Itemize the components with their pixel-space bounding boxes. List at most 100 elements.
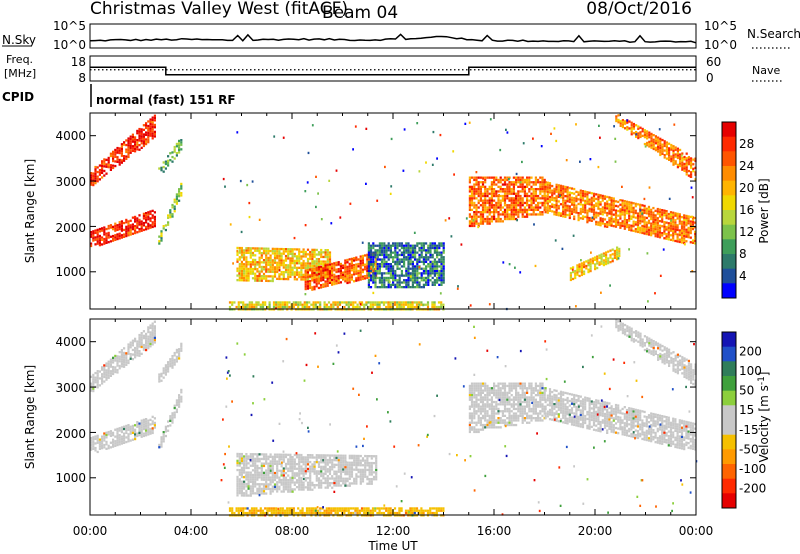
power-cell	[632, 213, 635, 216]
velocity-cell	[282, 458, 285, 461]
velocity-cell	[109, 430, 112, 433]
power-cell	[517, 215, 520, 218]
velocity-cell	[273, 458, 277, 461]
velocity-cell	[298, 472, 301, 475]
power-cell	[479, 211, 482, 214]
power-cell	[484, 220, 487, 223]
power-cell	[625, 225, 629, 229]
freq-panel: Freq. [MHz] 18 8 60 0 Nave CPID normal (…	[2, 53, 782, 107]
power-cell	[647, 215, 651, 218]
power-cell	[481, 208, 485, 211]
power-scatter-cell	[561, 247, 564, 250]
power-cell	[247, 270, 250, 273]
velocity-cell	[276, 476, 279, 479]
power-cell	[323, 301, 326, 304]
power-cell	[142, 224, 145, 227]
power-cell	[667, 229, 670, 232]
velocity-cell	[127, 343, 130, 346]
power-cell	[562, 189, 565, 193]
power-cell	[590, 192, 593, 195]
power-cell	[676, 233, 679, 236]
velocity-cell	[134, 346, 137, 350]
power-cell	[164, 224, 167, 227]
velocity-cell	[282, 460, 285, 463]
power-cell	[251, 261, 255, 264]
velocity-cell	[153, 339, 156, 342]
power-cell	[254, 258, 257, 262]
velocity-cell	[129, 425, 132, 428]
power-cell	[672, 145, 675, 148]
power-cell	[361, 257, 364, 260]
velocity-cell	[138, 338, 141, 341]
velocity-cell	[265, 457, 268, 461]
power-cell	[359, 264, 362, 267]
velocity-cell	[107, 372, 110, 375]
power-cell	[162, 227, 165, 230]
power-cell	[348, 281, 351, 284]
power-cell	[403, 258, 406, 261]
power-cell	[407, 269, 410, 273]
power-cell	[361, 275, 364, 278]
power-cell	[98, 173, 101, 176]
power-cell	[546, 193, 549, 196]
power-cell	[689, 215, 692, 219]
power-cell	[98, 164, 101, 167]
power-cell	[669, 213, 673, 216]
power-cell	[400, 251, 403, 254]
power-cell	[142, 128, 145, 131]
power-cell	[418, 283, 421, 286]
power-cell	[328, 265, 332, 268]
power-cell	[320, 248, 323, 252]
power-cell	[359, 278, 362, 281]
power-cell	[530, 194, 533, 198]
power-cell	[667, 235, 670, 239]
power-cell	[503, 183, 507, 186]
power-cell	[657, 141, 660, 144]
power-cell	[431, 272, 434, 275]
velocity-cell	[142, 423, 145, 426]
velocity-cell	[92, 447, 95, 450]
power-cell	[562, 210, 565, 213]
velocity-cell	[112, 368, 115, 371]
power-cell	[342, 264, 345, 267]
power-cell	[559, 193, 563, 197]
power-cell	[260, 270, 263, 273]
power-cell	[378, 301, 381, 304]
power-cell	[359, 271, 362, 274]
power-cell	[555, 190, 558, 193]
power-cell	[320, 253, 323, 256]
power-cell	[158, 167, 161, 170]
power-cell	[548, 209, 552, 212]
power-scatter-cell	[589, 158, 592, 161]
velocity-cell	[291, 481, 294, 484]
power-cell	[411, 246, 414, 250]
power-cell	[267, 275, 270, 278]
velocity-cell	[254, 464, 257, 467]
velocity-cell	[295, 456, 299, 459]
velocity-cell	[118, 360, 121, 363]
velocity-cell	[238, 455, 241, 458]
velocity-cell	[291, 488, 294, 491]
power-cell	[389, 274, 392, 277]
power-cell	[635, 124, 638, 127]
velocity-cell	[335, 454, 338, 457]
power-cell	[539, 211, 542, 214]
power-cell	[639, 215, 642, 218]
power-cell	[376, 253, 379, 257]
power-cell	[251, 258, 255, 261]
velocity-cell	[313, 465, 316, 468]
power-cell	[409, 279, 412, 282]
power-cell	[385, 276, 388, 280]
power-cell	[422, 246, 425, 250]
power-cell	[475, 204, 478, 207]
power-cell	[654, 221, 657, 224]
power-cell	[369, 253, 373, 257]
power-cell	[275, 305, 278, 309]
power-cell	[287, 250, 290, 253]
power-cell	[541, 194, 544, 198]
power-cell	[515, 206, 518, 209]
velocity-cell	[158, 378, 161, 381]
velocity-cell	[269, 460, 272, 463]
power-cell	[510, 217, 513, 221]
power-cell	[313, 267, 316, 270]
